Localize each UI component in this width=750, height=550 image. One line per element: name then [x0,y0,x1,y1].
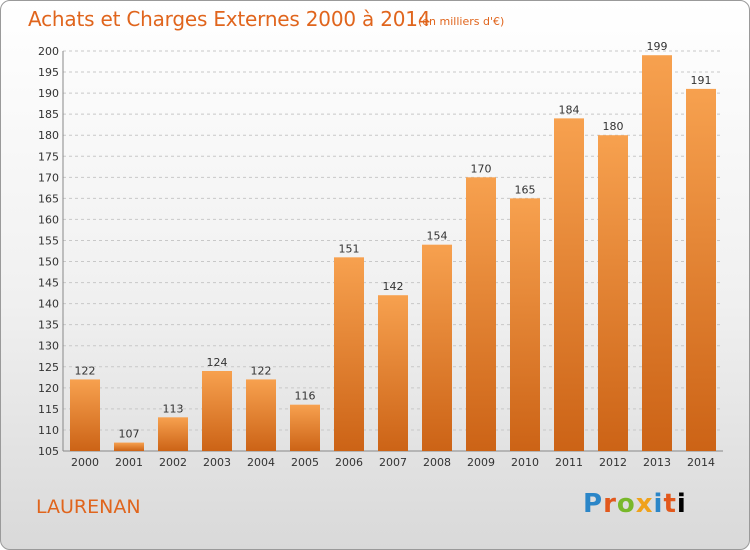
bar-value-label: 122 [75,364,96,377]
bar[interactable] [466,177,496,451]
x-tick-label: 2006 [335,456,363,469]
bar-value-label: 184 [559,103,580,116]
bar-value-label: 116 [295,390,316,403]
x-tick-label: 2005 [291,456,319,469]
bar-value-label: 154 [427,230,448,243]
y-tick-label: 150 [38,256,59,269]
logo-letter: t [663,489,677,519]
logo-letter: o [616,489,636,519]
y-tick-label: 195 [38,66,59,79]
bar[interactable] [246,379,276,451]
chart-unit: (en milliers d'€) [418,15,505,28]
bar[interactable] [686,88,716,451]
x-tick-label: 2008 [423,456,451,469]
bar[interactable] [642,55,672,452]
logo-letter: P [583,489,604,519]
x-tick-label: 2012 [599,456,627,469]
bar[interactable] [114,442,144,451]
x-tick-label: 2003 [203,456,231,469]
y-tick-label: 145 [38,277,59,290]
y-tick-labels: 105 110 115 120 125 130 135 140 145 150 155 160 165 1… [38,45,59,458]
x-tick-label: 2007 [379,456,407,469]
bar[interactable] [554,118,584,452]
bar-value-label: 107 [119,428,140,441]
logo-letter: i [653,489,664,519]
bar-value-label: 180 [603,120,624,133]
x-tick-label: 2011 [555,456,583,469]
bar-value-label: 122 [251,364,272,377]
x-tick-label: 2013 [643,456,671,469]
y-tick-label: 180 [38,129,59,142]
x-tick-label: 2000 [71,456,99,469]
bar[interactable] [202,371,232,451]
x-tick-label: 2009 [467,456,495,469]
x-tick-label: 2004 [247,456,275,469]
bar-value-label: 142 [383,280,404,293]
y-tick-label: 155 [38,234,59,247]
bar-value-label: 151 [339,242,360,255]
bar[interactable] [598,135,628,452]
commune-name: LAURENAN [36,496,141,518]
y-tick-label: 115 [38,403,59,416]
bar[interactable] [70,379,100,451]
bar-value-label: 170 [471,162,492,175]
bar[interactable] [510,198,540,451]
y-tick-label: 135 [38,319,59,332]
y-tick-label: 120 [38,382,59,395]
logo-letter: i [676,489,687,519]
bar-value-label: 165 [515,183,536,196]
y-tick-label: 140 [38,298,59,311]
x-tick-label: 2002 [159,456,187,469]
y-tick-label: 125 [38,361,59,374]
y-tick-label: 160 [38,213,59,226]
y-tick-label: 185 [38,108,59,121]
y-tick-label: 190 [38,87,59,100]
bars [70,55,716,452]
x-tick-label: 2001 [115,456,143,469]
y-tick-label: 175 [38,150,59,163]
proxiti-logo[interactable]: Proxiti [583,489,687,519]
x-tick-label: 2014 [687,456,715,469]
bar[interactable] [422,244,452,451]
y-tick-label: 110 [38,424,59,437]
bar[interactable] [158,417,188,451]
y-tick-label: 200 [38,45,59,58]
y-tick-label: 130 [38,340,59,353]
bar-value-label: 191 [691,74,712,87]
x-tick-label: 2010 [511,456,539,469]
bar-value-label: 199 [647,40,668,53]
x-tick-labels: 2000 2001 2002 2003 2004 2005 2006 2007 2008 2009… [71,456,715,469]
logo-letter: r [603,489,617,519]
bar[interactable] [378,295,408,451]
y-tick-label: 165 [38,192,59,205]
bar-value-label: 124 [207,356,228,369]
bar-value-label: 113 [163,402,184,415]
value-labels: 122 107 113 124 122 116 151 142 154 170 165 184 180 1… [75,40,712,440]
bar[interactable] [334,257,364,451]
logo-letter: x [635,489,654,519]
y-tick-label: 170 [38,171,59,184]
bar[interactable] [290,404,320,451]
y-tick-label: 105 [38,445,59,458]
chart-title: Achats et Charges Externes 2000 à 2014 [28,7,431,31]
